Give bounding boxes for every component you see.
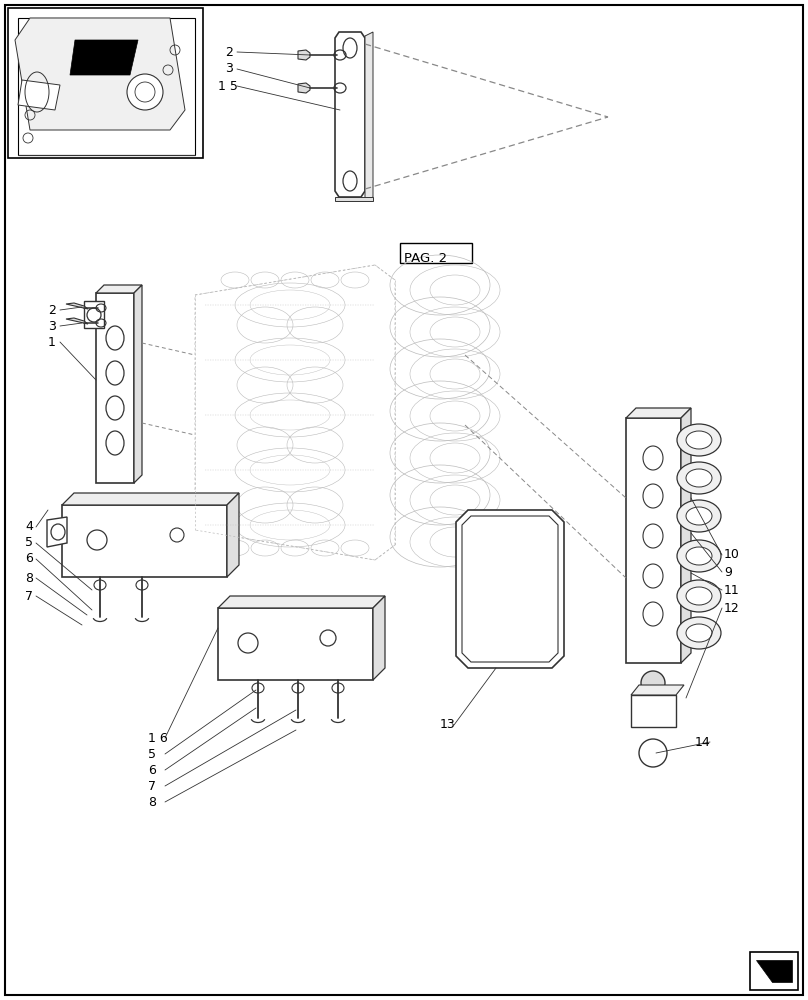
Text: 7: 7 bbox=[148, 780, 156, 792]
Polygon shape bbox=[631, 685, 684, 695]
Text: 14: 14 bbox=[695, 736, 711, 748]
Ellipse shape bbox=[686, 431, 712, 449]
Polygon shape bbox=[66, 303, 88, 309]
Polygon shape bbox=[18, 18, 195, 155]
Text: 1: 1 bbox=[48, 336, 56, 349]
Text: 8: 8 bbox=[25, 572, 33, 584]
Polygon shape bbox=[62, 493, 239, 505]
Polygon shape bbox=[47, 517, 67, 547]
Bar bbox=[400, 243, 472, 263]
Ellipse shape bbox=[686, 507, 712, 525]
Text: 3: 3 bbox=[225, 62, 233, 76]
Text: 12: 12 bbox=[724, 601, 740, 614]
Polygon shape bbox=[335, 197, 373, 201]
Ellipse shape bbox=[677, 617, 721, 649]
Ellipse shape bbox=[677, 580, 721, 612]
Polygon shape bbox=[626, 408, 691, 418]
Text: 5: 5 bbox=[148, 748, 156, 760]
Polygon shape bbox=[626, 418, 681, 663]
Text: 1 5: 1 5 bbox=[218, 80, 238, 93]
Ellipse shape bbox=[677, 500, 721, 532]
Polygon shape bbox=[373, 596, 385, 680]
Polygon shape bbox=[96, 285, 142, 293]
Bar bbox=[750, 952, 798, 990]
Text: PAG. 2: PAG. 2 bbox=[404, 251, 447, 264]
Ellipse shape bbox=[127, 74, 163, 110]
Polygon shape bbox=[218, 596, 385, 608]
Polygon shape bbox=[15, 18, 185, 130]
Text: 8: 8 bbox=[148, 796, 156, 808]
Text: 1 6: 1 6 bbox=[148, 732, 168, 744]
Polygon shape bbox=[218, 608, 373, 680]
Ellipse shape bbox=[639, 739, 667, 767]
Ellipse shape bbox=[641, 671, 665, 695]
Ellipse shape bbox=[686, 547, 712, 565]
Bar bbox=[8, 8, 203, 158]
Text: 3: 3 bbox=[48, 320, 56, 332]
Text: 4: 4 bbox=[25, 520, 33, 534]
Text: 11: 11 bbox=[724, 584, 740, 596]
Text: 9: 9 bbox=[724, 566, 732, 578]
Ellipse shape bbox=[686, 624, 712, 642]
Polygon shape bbox=[335, 32, 365, 197]
Polygon shape bbox=[298, 50, 310, 60]
Text: 7: 7 bbox=[25, 589, 33, 602]
Bar bbox=[631, 695, 676, 727]
Ellipse shape bbox=[677, 462, 721, 494]
Polygon shape bbox=[66, 318, 88, 324]
Ellipse shape bbox=[135, 82, 155, 102]
Text: 10: 10 bbox=[724, 548, 740, 562]
Polygon shape bbox=[298, 83, 310, 93]
Polygon shape bbox=[456, 510, 564, 668]
Polygon shape bbox=[18, 80, 60, 110]
Polygon shape bbox=[70, 40, 138, 75]
Polygon shape bbox=[681, 408, 691, 663]
Text: 13: 13 bbox=[440, 718, 456, 732]
Ellipse shape bbox=[677, 424, 721, 456]
Polygon shape bbox=[134, 285, 142, 483]
Polygon shape bbox=[62, 505, 227, 577]
Text: 2: 2 bbox=[225, 45, 233, 58]
Polygon shape bbox=[195, 265, 395, 560]
Polygon shape bbox=[227, 493, 239, 577]
Ellipse shape bbox=[677, 540, 721, 572]
Text: 6: 6 bbox=[25, 552, 33, 566]
Polygon shape bbox=[365, 32, 373, 201]
Polygon shape bbox=[756, 960, 792, 982]
Ellipse shape bbox=[686, 469, 712, 487]
Polygon shape bbox=[84, 301, 104, 328]
Text: 6: 6 bbox=[148, 764, 156, 776]
Polygon shape bbox=[96, 293, 134, 483]
Ellipse shape bbox=[686, 587, 712, 605]
Text: 5: 5 bbox=[25, 536, 33, 550]
Text: 2: 2 bbox=[48, 304, 56, 316]
